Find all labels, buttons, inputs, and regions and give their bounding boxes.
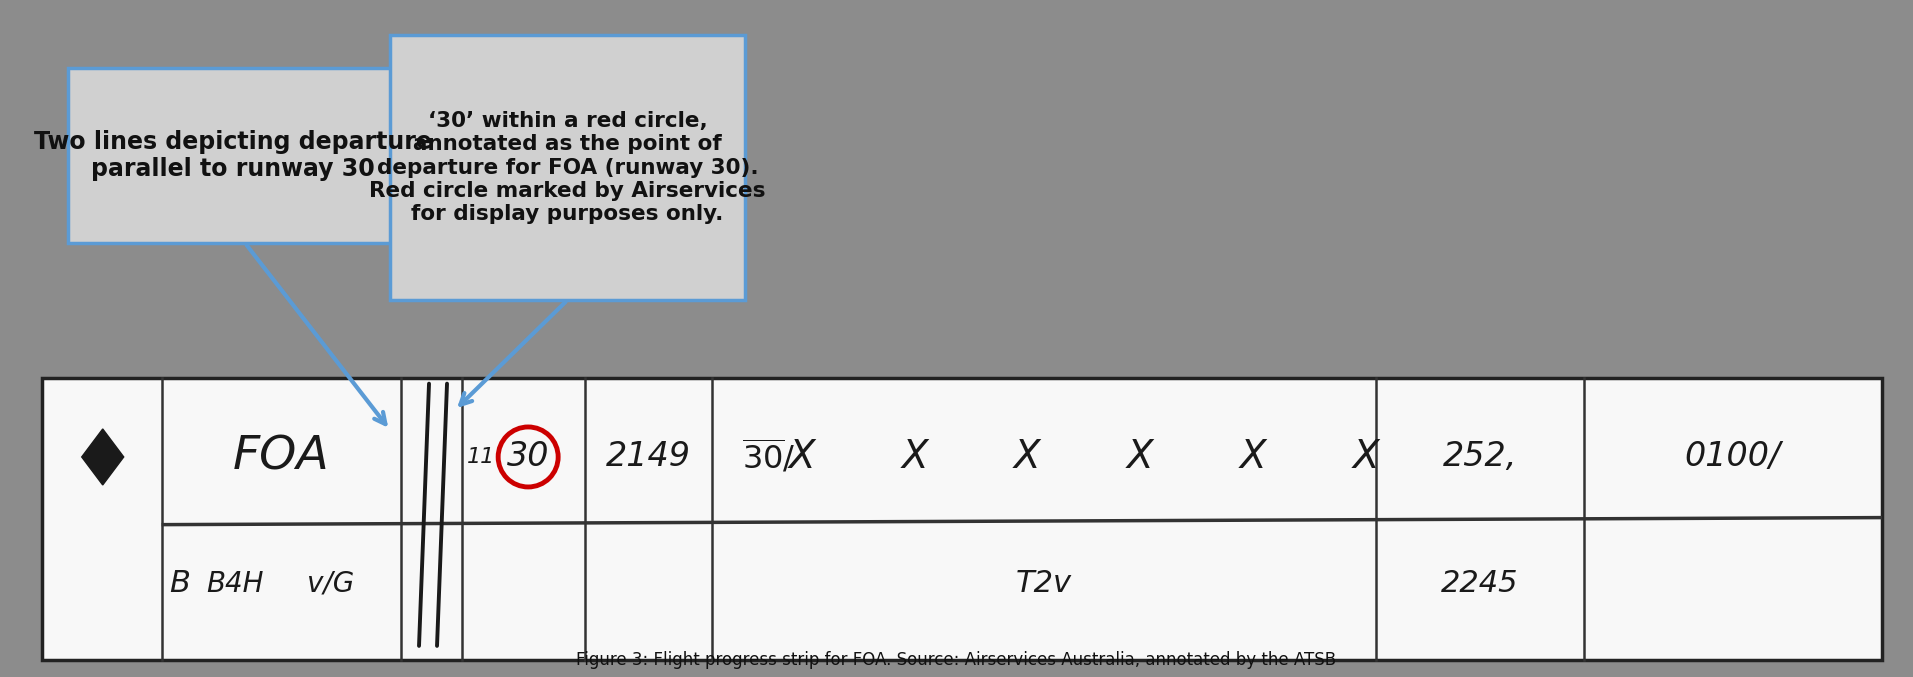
Text: 30: 30 (507, 441, 549, 473)
Text: Two lines depicting departure
parallel to runway 30: Two lines depicting departure parallel t… (34, 129, 432, 181)
Text: FOA: FOA (233, 435, 329, 479)
Text: ‘30’ within a red circle,
annotated as the point of
departure for FOA (runway 30: ‘30’ within a red circle, annotated as t… (369, 111, 765, 224)
Text: 252,: 252, (1442, 441, 1517, 473)
Text: 11: 11 (467, 447, 495, 467)
Text: B4H: B4H (207, 570, 264, 598)
Text: X: X (1127, 438, 1154, 476)
Text: X: X (901, 438, 928, 476)
FancyBboxPatch shape (390, 35, 744, 300)
Polygon shape (82, 429, 124, 485)
Text: 2245: 2245 (1440, 569, 1519, 598)
Text: X: X (1352, 438, 1379, 476)
Text: X: X (788, 438, 815, 476)
Text: 2149: 2149 (606, 441, 691, 473)
Text: v/G: v/G (306, 570, 354, 598)
Text: X: X (1240, 438, 1266, 476)
Text: Figure 3: Flight progress strip for FOA. Source: Airservices Australia, annotate: Figure 3: Flight progress strip for FOA.… (576, 651, 1337, 669)
Text: X: X (1014, 438, 1041, 476)
FancyBboxPatch shape (42, 378, 1882, 660)
Text: B: B (170, 569, 191, 598)
FancyBboxPatch shape (69, 68, 398, 243)
Text: T2v: T2v (1016, 569, 1071, 598)
Text: 0100/: 0100/ (1685, 441, 1781, 473)
Text: $\overline{30}$/: $\overline{30}$/ (742, 438, 796, 476)
